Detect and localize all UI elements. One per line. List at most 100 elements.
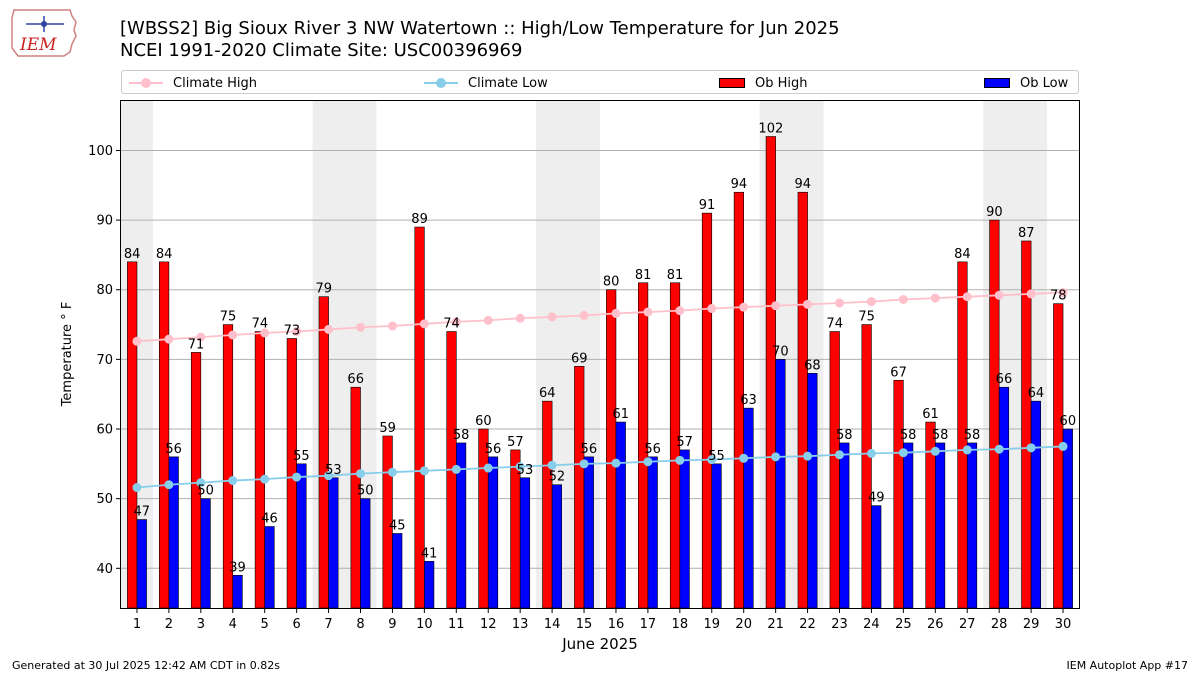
ob-high-label: 71 bbox=[188, 337, 205, 352]
x-tick-label: 13 bbox=[512, 617, 529, 632]
climate-low-point bbox=[547, 460, 557, 470]
climate-high-point bbox=[164, 334, 174, 344]
ob-low-label: 49 bbox=[868, 491, 885, 506]
ob-low-label: 56 bbox=[485, 442, 502, 457]
climate-high-point bbox=[387, 321, 397, 331]
climate-low-point bbox=[803, 451, 813, 461]
climate-high-point bbox=[1026, 289, 1036, 299]
ob-high-bar bbox=[606, 289, 617, 609]
footer-generated-text: Generated at 30 Jul 2025 12:42 AM CDT in… bbox=[12, 659, 280, 672]
climate-high-point bbox=[419, 319, 429, 329]
ob-low-label: 58 bbox=[964, 428, 981, 443]
ob-low-label: 58 bbox=[932, 428, 949, 443]
ob-low-label: 58 bbox=[453, 428, 470, 443]
climate-high-point bbox=[324, 324, 334, 334]
climate-low-point bbox=[579, 459, 589, 469]
ob-low-bar bbox=[583, 456, 594, 609]
ob-low-bar bbox=[392, 533, 403, 609]
climate-high-point bbox=[515, 313, 525, 323]
climate-high-point bbox=[483, 315, 493, 325]
climate-low-point bbox=[387, 467, 397, 477]
ob-high-bar bbox=[1053, 303, 1064, 609]
climate-low-point bbox=[1058, 441, 1068, 451]
ob-low-label: 55 bbox=[708, 449, 725, 464]
ob-low-label: 56 bbox=[644, 442, 661, 457]
ob-low-bar bbox=[839, 442, 850, 609]
ob-high-label: 67 bbox=[890, 365, 907, 380]
legend-climate-low: Climate Low bbox=[424, 71, 548, 95]
ob-low-bar bbox=[711, 463, 722, 609]
climate-high-point bbox=[771, 301, 781, 311]
ob-high-label: 79 bbox=[316, 282, 333, 297]
climate-high-point bbox=[643, 307, 653, 317]
ob-low-label: 61 bbox=[612, 407, 629, 422]
ob-low-bar bbox=[615, 421, 626, 609]
x-tick-label: 22 bbox=[799, 617, 816, 632]
ob-low-label: 58 bbox=[900, 428, 917, 443]
ob-low-bar bbox=[424, 561, 435, 609]
y-tick-label: 70 bbox=[96, 353, 113, 368]
ob-high-bar bbox=[989, 219, 1000, 609]
x-tick-label: 24 bbox=[863, 617, 880, 632]
legend-ob-low: Ob Low bbox=[984, 71, 1068, 95]
legend-ob-high: Ob High bbox=[719, 71, 808, 95]
x-tick-label: 1 bbox=[133, 617, 141, 632]
ob-low-label: 53 bbox=[517, 463, 534, 478]
x-tick-label: 10 bbox=[416, 617, 433, 632]
climate-high-point bbox=[1058, 288, 1068, 298]
ob-high-label: 74 bbox=[443, 317, 460, 332]
ob-high-label: 60 bbox=[475, 414, 492, 429]
climate-high-point bbox=[132, 336, 142, 346]
ob-high-swatch bbox=[719, 78, 745, 88]
x-tick-label: 20 bbox=[735, 617, 752, 632]
ob-low-bar bbox=[966, 442, 978, 609]
plot-frame bbox=[120, 100, 1080, 609]
climate-low-point bbox=[898, 448, 908, 458]
x-tick-label: 23 bbox=[831, 617, 848, 632]
ob-low-label: 50 bbox=[197, 484, 214, 499]
climate-high-point bbox=[930, 293, 940, 303]
climate-high-point bbox=[196, 332, 206, 342]
ob-high-bar bbox=[765, 136, 776, 609]
ob-low-bar bbox=[903, 442, 914, 609]
climate-low-point bbox=[228, 476, 238, 486]
x-tick-label: 8 bbox=[356, 617, 364, 632]
ob-low-bar bbox=[679, 449, 690, 609]
ob-low-label: 52 bbox=[549, 470, 566, 485]
ob-high-label: 64 bbox=[539, 386, 556, 401]
ob-low-label: 50 bbox=[357, 484, 374, 499]
ob-low-label: 45 bbox=[389, 518, 406, 533]
chart-legend: Climate High Climate Low Ob High Ob Low bbox=[121, 70, 1079, 94]
ob-low-bar bbox=[551, 484, 562, 609]
legend-label-ob-high: Ob High bbox=[755, 75, 808, 91]
climate-high-point bbox=[994, 290, 1004, 300]
climate-low-point bbox=[260, 474, 270, 484]
x-tick-label: 5 bbox=[261, 617, 269, 632]
climate-high-point bbox=[739, 302, 749, 312]
climate-low-point bbox=[643, 457, 653, 467]
chart-title: [WBSS2] Big Sioux River 3 NW Watertown :… bbox=[120, 18, 840, 39]
x-tick-label: 3 bbox=[197, 617, 205, 632]
ob-low-label: 57 bbox=[676, 435, 693, 450]
climate-low-swatch bbox=[424, 78, 458, 88]
ob-low-swatch bbox=[984, 78, 1010, 88]
climate-low-point bbox=[1026, 443, 1036, 453]
ob-high-label: 57 bbox=[507, 435, 524, 450]
y-tick-label: 100 bbox=[88, 144, 113, 159]
svg-text:IEM: IEM bbox=[19, 35, 57, 55]
x-tick-label: 14 bbox=[544, 617, 561, 632]
legend-label-climate-high: Climate High bbox=[173, 75, 258, 91]
ob-high-label: 74 bbox=[826, 317, 843, 332]
ob-high-bar bbox=[574, 366, 585, 609]
x-tick-label: 27 bbox=[959, 617, 976, 632]
ob-low-bar bbox=[200, 498, 211, 609]
ob-low-bar bbox=[871, 505, 882, 609]
ob-low-bar bbox=[264, 526, 275, 609]
ob-high-label: 84 bbox=[156, 247, 173, 262]
climate-high-line bbox=[136, 291, 1064, 343]
ob-low-label: 64 bbox=[1028, 386, 1045, 401]
ob-high-label: 89 bbox=[411, 212, 428, 227]
climate-high-point bbox=[451, 317, 461, 327]
ob-low-label: 55 bbox=[293, 449, 310, 464]
